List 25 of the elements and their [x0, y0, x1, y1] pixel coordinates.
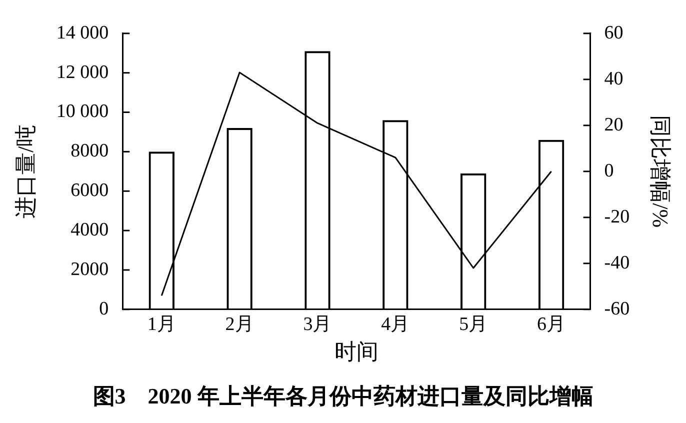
y2-tick-label: 60: [604, 22, 624, 44]
y-tick-label: 12 000: [56, 62, 109, 83]
y-tick-label: 14 000: [56, 22, 109, 44]
y-tick-label: 8000: [70, 140, 109, 162]
x-tick-label: 2月: [225, 314, 254, 335]
text: 图3 2020 年上半年各月份中药材进口量及同比增幅: [92, 383, 594, 408]
y2-axis-title: 同比增幅/%: [648, 115, 674, 228]
y-tick-label: 2000: [70, 258, 109, 280]
y2-tick-label: 0: [604, 160, 614, 182]
y2-tick-label: 40: [604, 68, 624, 90]
x-tick-label: 1月: [147, 314, 176, 335]
y2-tick-label: -20: [604, 206, 630, 228]
y-tick-label: 0: [99, 298, 109, 320]
y-tick-label: 10 000: [56, 101, 109, 122]
x-tick-label: 4月: [381, 314, 410, 335]
x-tick-label: 6月: [537, 314, 566, 335]
y2-tick-label: -60: [604, 298, 630, 320]
y2-tick-label: -40: [604, 252, 630, 274]
y2-tick-label: 20: [604, 114, 624, 136]
y-tick-label: 6000: [70, 180, 109, 202]
y-axis-title: 进口量/吨: [12, 124, 38, 218]
x-tick-label: 5月: [459, 314, 488, 335]
x-tick-label: 3月: [303, 314, 332, 335]
y-tick-label: 4000: [70, 220, 109, 241]
x-axis-title: 时间: [334, 339, 378, 364]
